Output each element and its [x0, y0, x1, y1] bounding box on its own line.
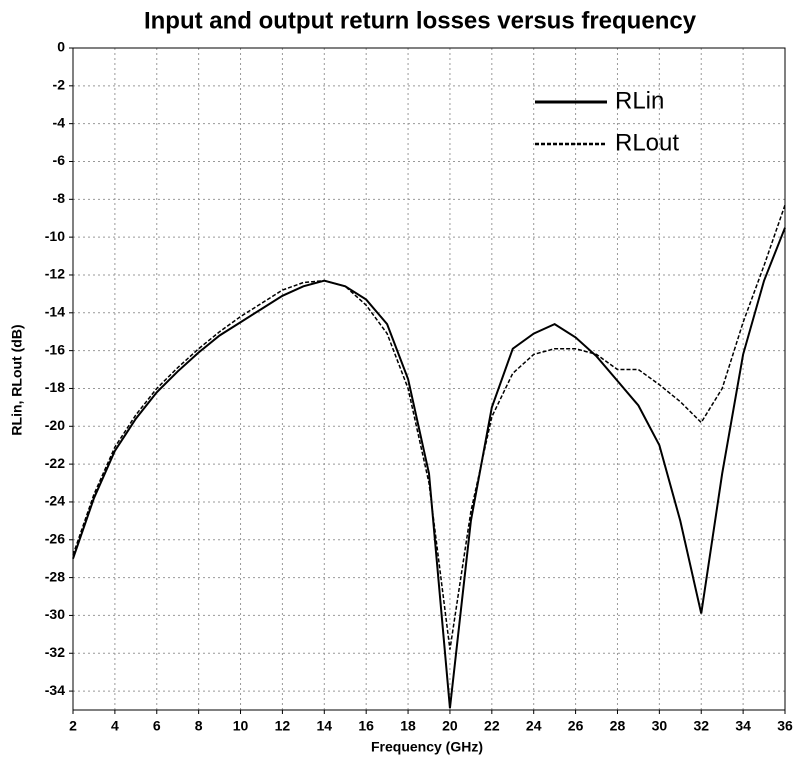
x-tick-label: 4 [111, 718, 119, 734]
y-tick-label: -2 [53, 77, 66, 93]
x-tick-label: 20 [442, 718, 458, 734]
x-tick-label: 28 [610, 718, 626, 734]
x-tick-label: 32 [693, 718, 709, 734]
x-tick-label: 18 [400, 718, 416, 734]
y-tick-label: -32 [45, 644, 65, 660]
y-tick-label: -30 [45, 606, 65, 622]
x-axis-label: Frequency (GHz) [371, 739, 483, 755]
y-tick-label: -34 [45, 682, 65, 698]
series-line [72, 204, 786, 650]
y-tick-label: 0 [57, 39, 65, 55]
x-tick-label: 26 [568, 718, 584, 734]
y-tick-label: -8 [53, 190, 66, 206]
x-tick-label: 34 [735, 718, 751, 734]
legend-label: RLin [615, 87, 664, 114]
x-tick-label: 14 [317, 718, 333, 734]
x-tick-label: 12 [275, 718, 291, 734]
x-tick-label: 8 [195, 718, 203, 734]
legend-label: RLout [615, 129, 679, 156]
x-tick-label: 2 [69, 718, 77, 734]
y-tick-label: -20 [45, 417, 65, 433]
plot-frame [72, 47, 786, 711]
y-tick-label: -16 [45, 341, 65, 357]
y-tick-label: -28 [45, 568, 65, 584]
y-tick-label: -14 [45, 304, 65, 320]
y-tick-label: -26 [45, 530, 65, 546]
y-tick-label: -12 [45, 266, 65, 282]
y-tick-label: -6 [53, 152, 66, 168]
y-tick-label: -4 [53, 114, 66, 130]
y-tick-label: -18 [45, 379, 65, 395]
x-tick-label: 36 [777, 718, 793, 734]
y-tick-label: -24 [45, 493, 65, 509]
y-tick-label: -22 [45, 455, 65, 471]
x-tick-label: 6 [153, 718, 161, 734]
x-tick-label: 16 [358, 718, 374, 734]
x-tick-label: 10 [233, 718, 249, 734]
chart-title: Input and output return losses versus fr… [144, 7, 697, 34]
x-tick-label: 30 [652, 718, 668, 734]
series-line [72, 227, 786, 709]
y-tick-label: -10 [45, 228, 65, 244]
x-tick-label: 22 [484, 718, 500, 734]
y-axis-label: RLin, RLout (dB) [9, 324, 25, 435]
x-tick-label: 24 [526, 718, 542, 734]
